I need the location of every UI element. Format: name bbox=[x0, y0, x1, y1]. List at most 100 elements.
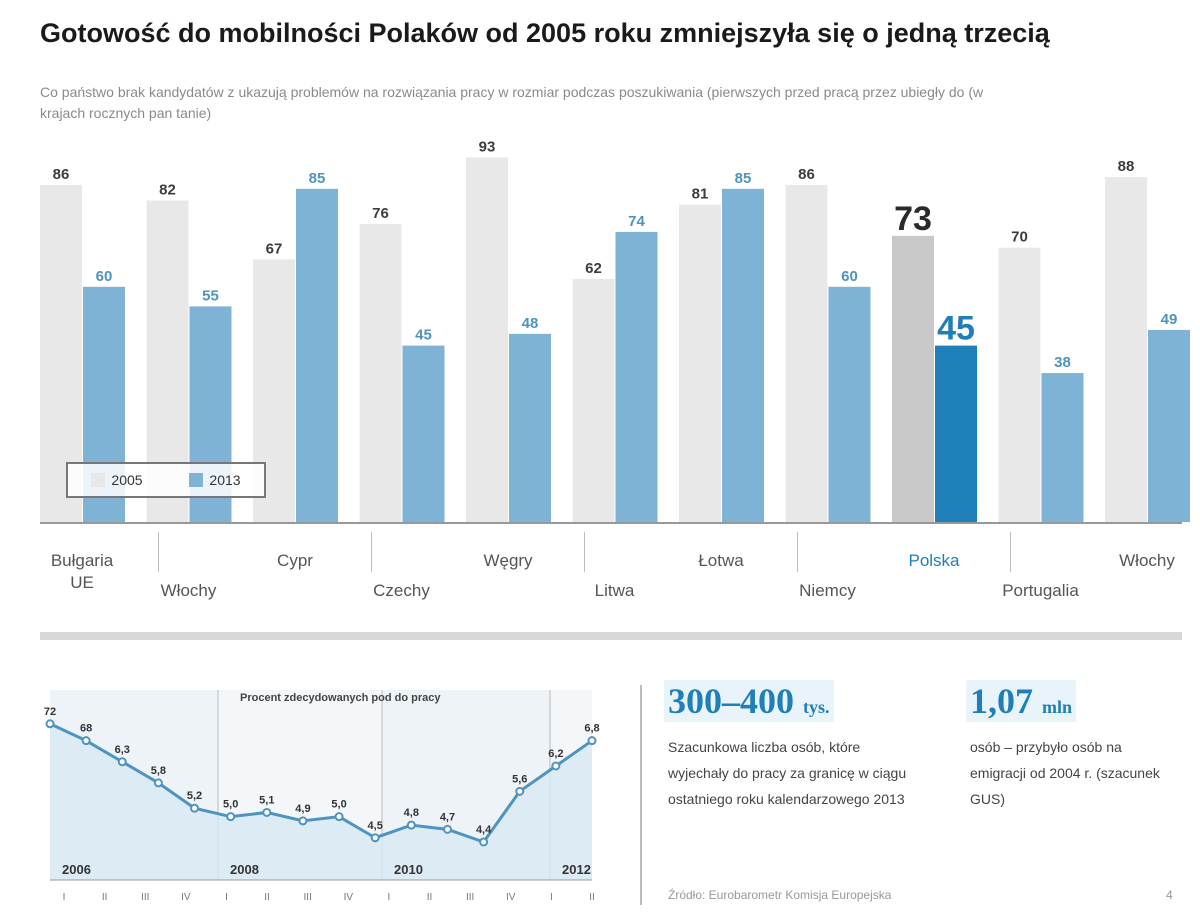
bar-value-label: 81 bbox=[692, 185, 709, 202]
bar bbox=[1105, 177, 1147, 523]
category-label: Niemcy bbox=[799, 581, 856, 600]
bar-value-label: 49 bbox=[1161, 311, 1178, 328]
bar bbox=[998, 247, 1041, 522]
bar bbox=[828, 286, 871, 522]
bar bbox=[1148, 329, 1190, 522]
bar bbox=[615, 231, 658, 523]
bar-value-label: 93 bbox=[479, 138, 496, 155]
bar-value-label: 60 bbox=[841, 268, 858, 285]
bar bbox=[509, 333, 551, 522]
data-point bbox=[515, 786, 525, 796]
data-point-label: 4,4 bbox=[476, 824, 492, 836]
bar-value-label: 48 bbox=[522, 315, 539, 332]
legend-label: 2005 bbox=[111, 472, 143, 488]
data-point-label: 4,8 bbox=[404, 807, 419, 819]
bar bbox=[572, 278, 615, 522]
category-label: Węgry bbox=[483, 551, 533, 570]
data-point bbox=[479, 837, 489, 847]
bar bbox=[296, 188, 338, 523]
year-band bbox=[382, 690, 550, 880]
data-point-label: 5,2 bbox=[187, 790, 202, 802]
data-point bbox=[587, 736, 597, 746]
bar-chart: 86 60 Bułgaria UE 82 55 Włochy 67 85 Cypr 76 45 Czec… bbox=[40, 138, 1190, 600]
source-note: Źródło: Eurobarometr Komisja Europejska bbox=[668, 888, 892, 902]
year-band bbox=[218, 690, 382, 880]
year-label: 2010 bbox=[394, 862, 423, 877]
stat-value: 1,07 mln bbox=[966, 680, 1077, 722]
bar bbox=[1041, 373, 1084, 522]
category-label: Portugalia bbox=[1002, 581, 1079, 600]
chart-subtitle: Co państwo brak kandydatów z ukazują pro… bbox=[40, 84, 984, 121]
quarter-label: IV bbox=[181, 892, 191, 903]
data-point bbox=[551, 761, 561, 771]
bar bbox=[679, 204, 721, 523]
data-point bbox=[81, 736, 91, 746]
stat-number: 300–400 bbox=[668, 681, 794, 721]
stat-description: Szacunkowa liczba osób, które wyjechały … bbox=[668, 739, 907, 807]
bar bbox=[935, 345, 977, 522]
data-point-label: 4,5 bbox=[368, 820, 383, 832]
bar-value-label: 85 bbox=[309, 170, 326, 187]
bar-value-label: 45 bbox=[937, 310, 975, 348]
bar-value-label: 67 bbox=[266, 240, 283, 257]
data-point bbox=[45, 719, 55, 729]
data-point bbox=[334, 812, 344, 822]
data-point-label: 5,8 bbox=[151, 765, 166, 777]
vertical-divider bbox=[640, 685, 642, 905]
quarter-label: I bbox=[63, 892, 66, 903]
bar-value-label: 70 bbox=[1011, 229, 1028, 246]
bar-value-label: 55 bbox=[202, 287, 219, 304]
bar-value-label: 74 bbox=[628, 213, 645, 230]
page-number: 4 bbox=[1166, 888, 1173, 902]
data-point bbox=[153, 778, 163, 788]
data-point-label: 6,2 bbox=[548, 748, 563, 760]
quarter-label: II bbox=[427, 892, 433, 903]
year-label: 2008 bbox=[230, 862, 259, 877]
data-point bbox=[370, 833, 380, 843]
quarter-label: IV bbox=[506, 892, 516, 903]
category-label: Włochy bbox=[161, 581, 217, 600]
section-divider bbox=[40, 632, 1182, 640]
legend-swatch bbox=[189, 473, 204, 487]
quarter-label: III bbox=[466, 892, 474, 903]
quarter-label: II bbox=[589, 892, 595, 903]
data-point-label: 6,3 bbox=[115, 744, 130, 756]
legend-label: 2013 bbox=[209, 472, 241, 488]
bar-value-label: 38 bbox=[1054, 354, 1071, 371]
quarter-label: II bbox=[264, 892, 270, 903]
quarter-label: I bbox=[388, 892, 391, 903]
bar bbox=[466, 157, 508, 522]
bar bbox=[359, 224, 402, 522]
data-point bbox=[262, 807, 272, 817]
quarter-label: IV bbox=[344, 892, 354, 903]
bar bbox=[785, 184, 828, 522]
bar-value-label: 85 bbox=[735, 170, 752, 187]
chart-title: Gotowość do mobilności Polaków od 2005 r… bbox=[40, 18, 1050, 48]
data-point-label: 68 bbox=[80, 723, 92, 735]
category-label: Cypr bbox=[277, 551, 313, 570]
data-point bbox=[406, 820, 416, 830]
bar-value-label: 60 bbox=[96, 268, 113, 285]
category-label: Włochy bbox=[1119, 551, 1175, 570]
category-label: Łotwa bbox=[698, 551, 744, 570]
stat-unit: tys. bbox=[803, 697, 830, 717]
data-line bbox=[49, 722, 593, 844]
line-area bbox=[50, 723, 592, 880]
year-band bbox=[550, 690, 592, 880]
data-point bbox=[190, 803, 200, 813]
quarter-label: II bbox=[102, 892, 108, 903]
quarter-label: III bbox=[141, 892, 149, 903]
category-label: Polska bbox=[908, 551, 960, 570]
legend: 2005 2013 bbox=[66, 462, 266, 498]
quarter-label: I bbox=[225, 892, 228, 903]
quarter-label: I bbox=[550, 892, 553, 903]
data-point bbox=[117, 757, 127, 767]
stat-number: 1,07 bbox=[970, 681, 1033, 721]
stat-value: 300–400 tys. bbox=[664, 680, 834, 722]
bar-value-label: 73 bbox=[894, 200, 932, 238]
bar bbox=[722, 188, 764, 523]
legend-item: 2005 bbox=[91, 472, 143, 488]
year-band bbox=[50, 690, 218, 880]
category-label: Czechy bbox=[373, 581, 430, 600]
bar-value-label: 88 bbox=[1118, 158, 1135, 175]
